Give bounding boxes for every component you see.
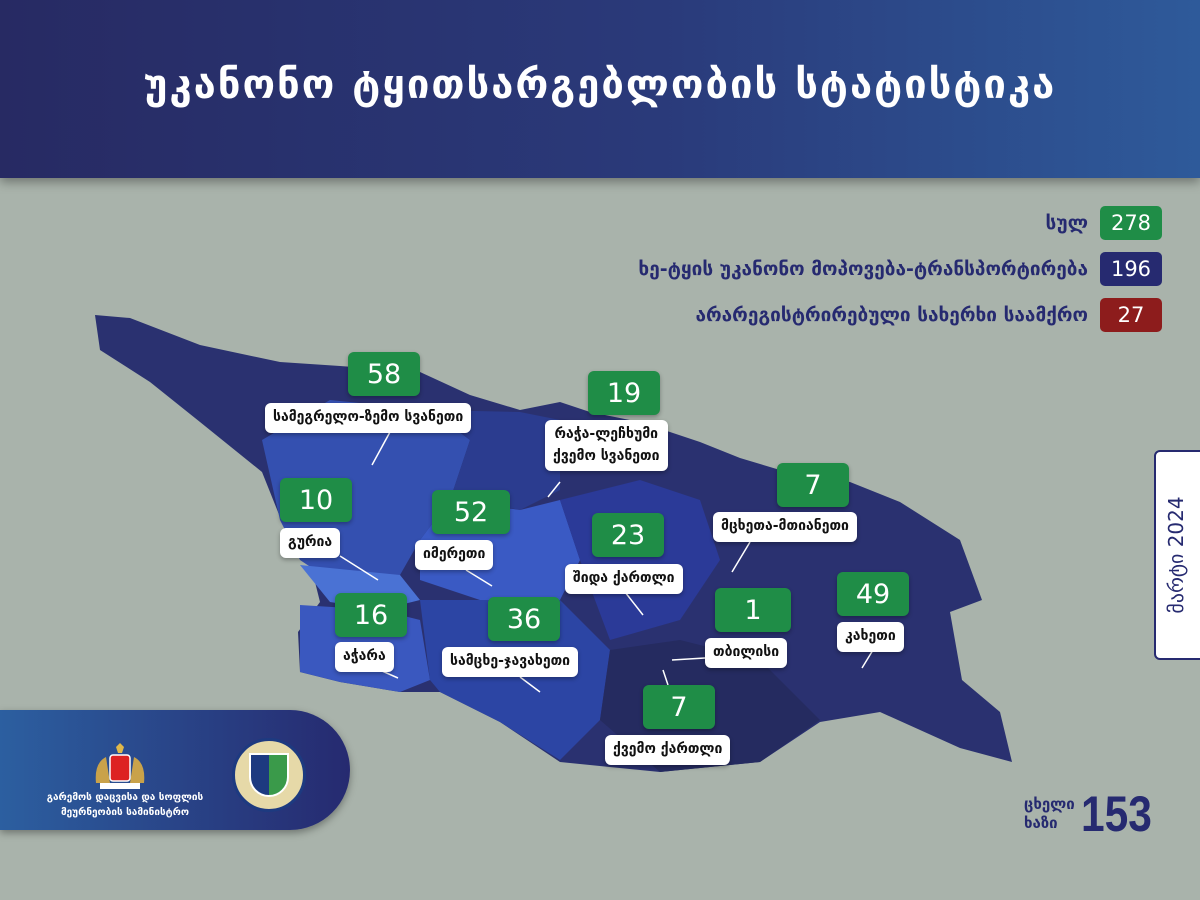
legend-label: ხე-ტყის უკანონო მოპოვება-ტრანსპორტირება	[638, 258, 1088, 280]
region-value-tbilisi: 1	[715, 588, 791, 632]
header: უკანონო ტყითსარგებლობის სტატისტიკა	[0, 0, 1200, 178]
region-label-racha: რაჭა-ლეჩხუმი ქვემო სვანეთი	[545, 420, 668, 472]
date-card: მარტი 2024	[1154, 450, 1200, 660]
region-value-kvemo-kartli: 7	[643, 685, 715, 729]
region-value-imereti: 52	[432, 490, 510, 534]
region-value-racha: 19	[588, 371, 660, 415]
region-value-guria: 10	[280, 478, 352, 522]
region-racha	[430, 410, 560, 510]
ministry-name: გარემოს დაცვისა და სოფლის მეურნეობის სამ…	[46, 792, 204, 818]
region-label-adjara: აჭარა	[335, 642, 394, 672]
region-label-guria: გურია	[280, 528, 341, 558]
region-value-mtskheta: 7	[777, 463, 849, 507]
leader-lines	[339, 431, 874, 693]
hotline-label: ცხელი	[1024, 795, 1075, 813]
legend-label: სულ	[1045, 212, 1088, 234]
ministry-seal-icon	[232, 738, 306, 812]
legend-value: 27	[1100, 298, 1162, 332]
coat-of-arms-icon	[95, 743, 145, 789]
region-value-kakheti: 49	[837, 572, 909, 616]
legend: სულ 278 ხე-ტყის უკანონო მოპოვება-ტრანსპორ…	[638, 200, 1162, 338]
legend-value: 278	[1100, 206, 1162, 240]
region-label-samegrelo: სამეგრელო-ზემო სვანეთი	[265, 403, 472, 433]
region-label-mtskheta: მცხეთა-მთიანეთი	[713, 512, 857, 542]
region-label-imereti: იმერეთი	[415, 540, 494, 570]
region-samtskhe	[420, 600, 610, 760]
region-label-shida-kartli: შიდა ქართლი	[565, 564, 683, 594]
region-label-tbilisi: თბილისი	[705, 638, 788, 668]
hotline-label: ხაზი	[1024, 814, 1058, 832]
legend-total: სულ 278	[638, 200, 1162, 246]
region-value-samegrelo: 58	[348, 352, 420, 396]
region-value-samtskhe: 36	[488, 597, 560, 641]
ministry-banner: გარემოს დაცვისა და სოფლის მეურნეობის სამ…	[0, 710, 350, 830]
legend-label: არარეგისტრირებული სახერხი საამქრო	[695, 304, 1089, 326]
legend-illegal-logging: ხე-ტყის უკანონო მოპოვება-ტრანსპორტირება 1…	[638, 246, 1162, 292]
legend-value: 196	[1100, 252, 1162, 286]
hotline: ცხელი ხაზი 153	[1024, 785, 1164, 843]
date-text: მარტი 2024	[1164, 496, 1188, 614]
region-value-adjara: 16	[335, 593, 407, 637]
hotline-number: 153	[1080, 786, 1152, 842]
region-label-samtskhe: სამცხე-ჯავახეთი	[442, 647, 579, 677]
region-label-kvemo-kartli: ქვემო ქართლი	[605, 735, 731, 765]
legend-sawmill: არარეგისტრირებული სახერხი საამქრო 27	[638, 292, 1162, 338]
page-title: უკანონო ტყითსარგებლობის სტატისტიკა	[143, 62, 1057, 108]
region-label-kakheti: კახეთი	[837, 622, 904, 652]
region-value-shida-kartli: 23	[592, 513, 664, 557]
